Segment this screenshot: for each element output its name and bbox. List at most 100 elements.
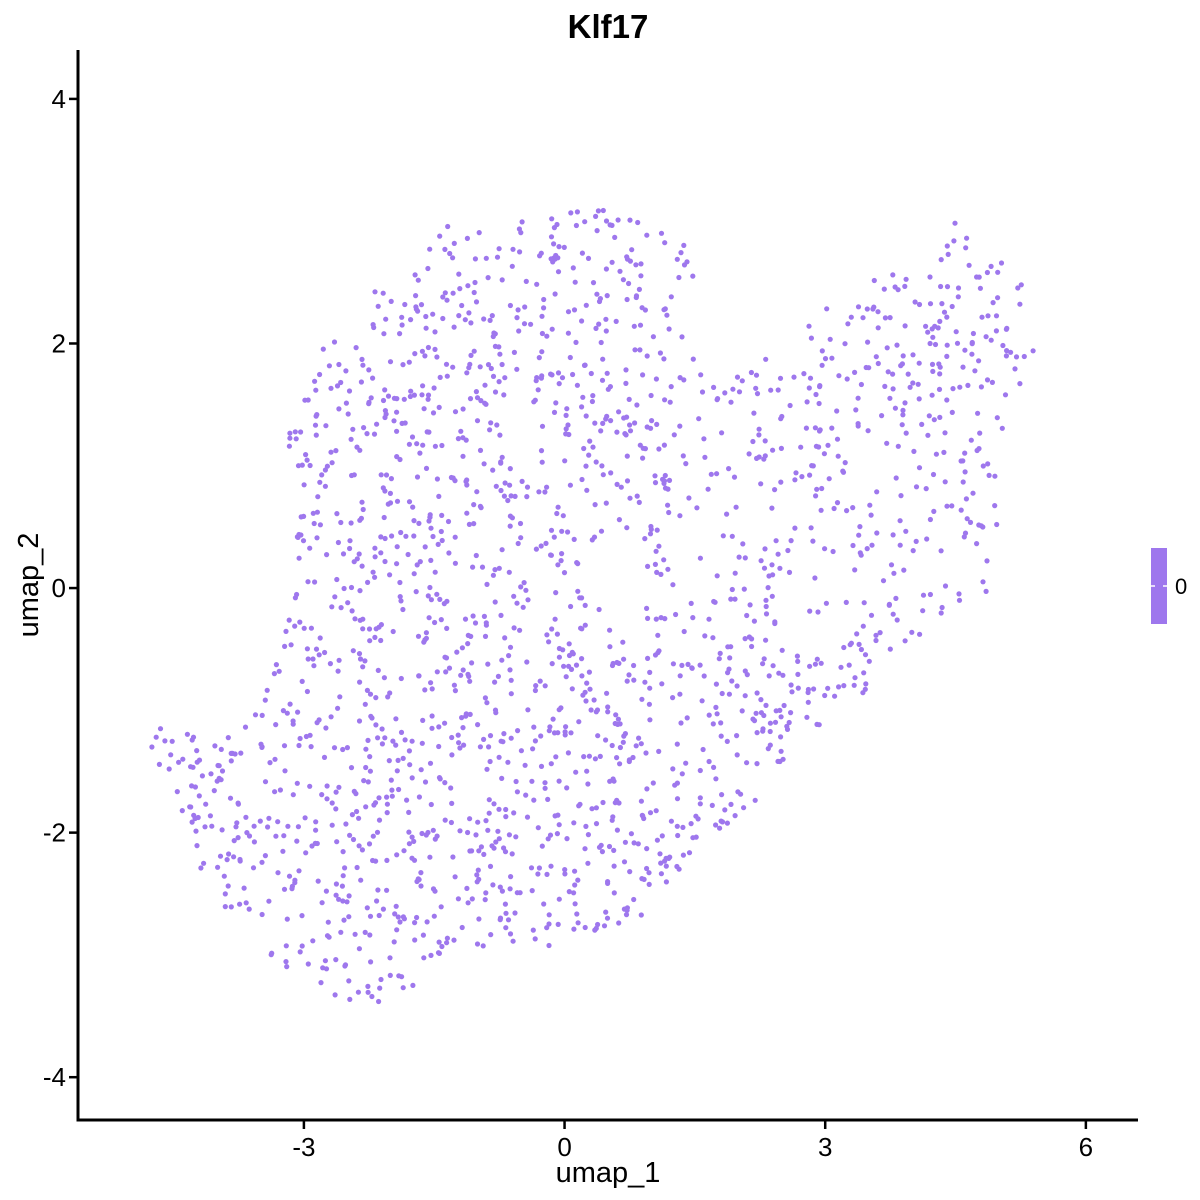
scatter-point [639, 876, 645, 882]
scatter-point [413, 589, 419, 595]
scatter-point [327, 661, 333, 667]
scatter-point [590, 280, 597, 286]
scatter-point [594, 228, 600, 234]
scatter-point [711, 764, 717, 771]
scatter-point [497, 884, 503, 890]
scatter-point [659, 833, 665, 839]
scatter-point [668, 384, 674, 390]
legend-colorbar: 0 [1151, 548, 1187, 624]
scatter-point [555, 562, 561, 568]
scatter-point [572, 882, 578, 888]
scatter-point [798, 444, 804, 450]
scatter-point [400, 606, 406, 613]
scatter-point [303, 452, 309, 458]
scatter-point [487, 733, 494, 739]
scatter-point [616, 920, 622, 926]
scatter-point [397, 331, 403, 337]
scatter-point [502, 480, 508, 486]
scatter-point [553, 400, 559, 406]
scatter-point [511, 593, 517, 599]
scatter-point [579, 404, 585, 410]
scatter-point [307, 732, 313, 738]
scatter-point [184, 731, 190, 737]
scatter-point [697, 767, 703, 774]
scatter-point [575, 877, 581, 883]
scatter-point [348, 520, 354, 526]
scatter-point [960, 458, 966, 464]
scatter-point [566, 652, 573, 659]
scatter-point [418, 870, 424, 876]
scatter-point [482, 400, 488, 406]
scatter-point [698, 372, 704, 378]
scatter-point [460, 406, 466, 412]
scatter-point [583, 698, 589, 704]
scatter-point [763, 356, 769, 362]
scatter-point [438, 904, 444, 910]
scatter-point [638, 798, 645, 804]
scatter-point [905, 371, 911, 377]
scatter-point [898, 493, 904, 499]
scatter-point [366, 841, 373, 847]
scatter-point [877, 630, 883, 636]
scatter-point [761, 656, 767, 662]
scatter-point [539, 459, 545, 465]
scatter-point [237, 858, 243, 864]
scatter-point [316, 652, 322, 658]
scatter-point [423, 325, 429, 331]
scatter-point [587, 438, 593, 444]
scatter-point [346, 978, 352, 984]
scatter-point [297, 735, 303, 742]
scatter-point [398, 729, 405, 736]
scatter-point [284, 710, 290, 716]
scatter-point [294, 838, 300, 844]
scatter-point [976, 446, 982, 452]
scatter-point [426, 615, 432, 621]
scatter-point [572, 901, 578, 907]
scatter-point [671, 432, 677, 438]
scatter-point [444, 625, 450, 632]
scatter-point [983, 334, 989, 340]
scatter-point [412, 272, 418, 278]
scatter-point [397, 456, 403, 463]
scatter-point [369, 715, 375, 721]
scatter-point [217, 853, 224, 859]
scatter-point [519, 219, 525, 225]
scatter-point [683, 461, 689, 467]
scatter-point [341, 585, 347, 592]
scatter-point [712, 599, 718, 605]
scatter-point [365, 983, 371, 990]
scatter-point [555, 269, 562, 275]
scatter-point [492, 331, 498, 337]
scatter-point [488, 365, 494, 372]
scatter-point [544, 632, 550, 638]
scatter-point [194, 843, 200, 849]
scatter-point [501, 493, 507, 499]
scatter-point [781, 702, 787, 709]
scatter-point [814, 656, 820, 662]
scatter-point [791, 374, 797, 380]
scatter-point [450, 854, 456, 860]
scatter-point [627, 428, 634, 434]
scatter-point [652, 480, 659, 486]
scatter-point [858, 381, 865, 388]
scatter-point [763, 611, 770, 617]
scatter-point [511, 349, 517, 355]
scatter-point [887, 315, 893, 321]
scatter-point [555, 921, 561, 928]
scatter-point [340, 849, 346, 855]
scatter-point [543, 540, 549, 547]
scatter-point [565, 529, 571, 535]
scatter-point [927, 516, 934, 523]
scatter-point [561, 570, 568, 576]
scatter-point [863, 681, 869, 687]
scatter-point [916, 396, 922, 402]
scatter-point [214, 778, 220, 784]
scatter-point [387, 359, 394, 365]
scatter-point [378, 976, 384, 983]
scatter-point [902, 638, 908, 644]
scatter-point [714, 711, 720, 717]
scatter-point [482, 633, 489, 640]
scatter-point [281, 886, 288, 892]
scatter-point [862, 652, 869, 658]
scatter-point [628, 831, 635, 837]
